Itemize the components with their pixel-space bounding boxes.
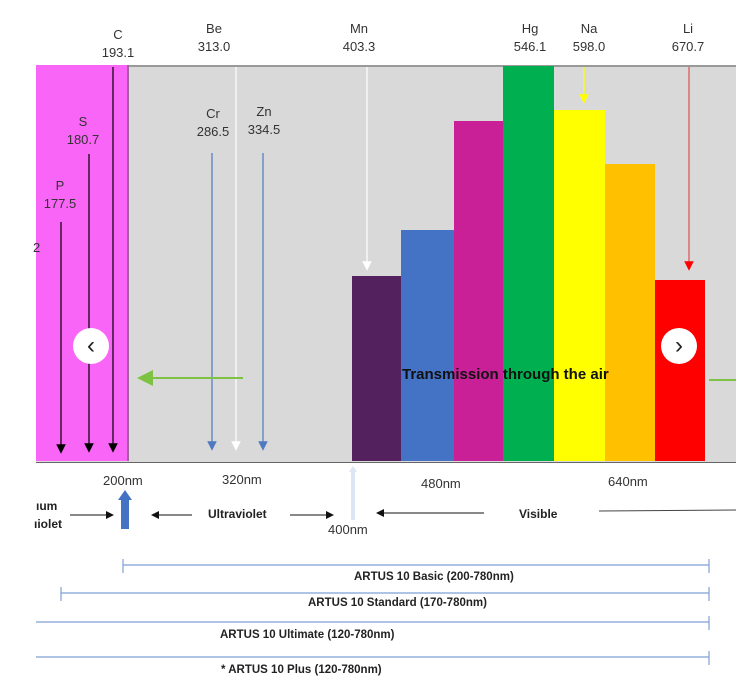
partial-edge-text: 2	[33, 240, 41, 255]
chevron-right-icon: ›	[675, 332, 683, 359]
element-label-s: S 180.7	[66, 114, 100, 147]
vis-line-right	[598, 509, 737, 512]
bar-yellow	[554, 110, 605, 461]
arrow-400nm	[349, 466, 357, 520]
tick-320nm: 320nm	[222, 472, 262, 487]
visible-label: Visible	[519, 507, 558, 521]
ultraviolet-label: Ultraviolet	[208, 507, 267, 521]
range-ultimate-label: ARTUS 10 Ultimate (120-780nm)	[220, 629, 395, 641]
element-label-c: C 193.1	[101, 27, 135, 60]
element-label-be: Be 313.0	[197, 21, 231, 54]
carousel-prev-button[interactable]: ‹	[73, 328, 109, 364]
arrow-200nm	[118, 490, 132, 529]
carousel-next-button[interactable]: ›	[661, 328, 697, 364]
element-label-hg: Hg 546.1	[513, 21, 547, 54]
bar-orange	[605, 164, 655, 461]
range-plus-label: * ARTUS 10 Plus (120-780nm)	[221, 664, 382, 676]
element-label-mn: Mn 403.3	[342, 21, 376, 54]
bar-red	[655, 280, 705, 461]
bar-green	[503, 66, 554, 461]
tick-640nm: 640nm	[608, 474, 648, 489]
bar-magenta	[454, 121, 503, 461]
element-label-cr: Cr 286.5	[196, 106, 230, 139]
element-label-li: Li 670.7	[671, 21, 705, 54]
tick-400nm: 400nm	[328, 522, 368, 537]
element-label-p: P 177.5	[43, 178, 77, 211]
tick-480nm: 480nm	[421, 476, 461, 491]
element-label-na: Na 598.0	[572, 21, 606, 54]
bar-blue	[401, 230, 454, 461]
vacuum-uv-label-line2: ıiolet	[34, 517, 63, 531]
tick-200nm: 200nm	[103, 473, 143, 488]
bar-violet	[352, 276, 401, 461]
element-label-zn: Zn 334.5	[247, 104, 281, 137]
chevron-left-icon: ‹	[87, 332, 95, 359]
range-basic-label: ARTUS 10 Basic (200-780nm)	[354, 571, 514, 583]
vacuum-uv-label-line1: ıum	[36, 499, 58, 513]
transmission-label: Transmission through the air	[402, 366, 609, 383]
range-standard-label: ARTUS 10 Standard (170-780nm)	[308, 597, 487, 609]
